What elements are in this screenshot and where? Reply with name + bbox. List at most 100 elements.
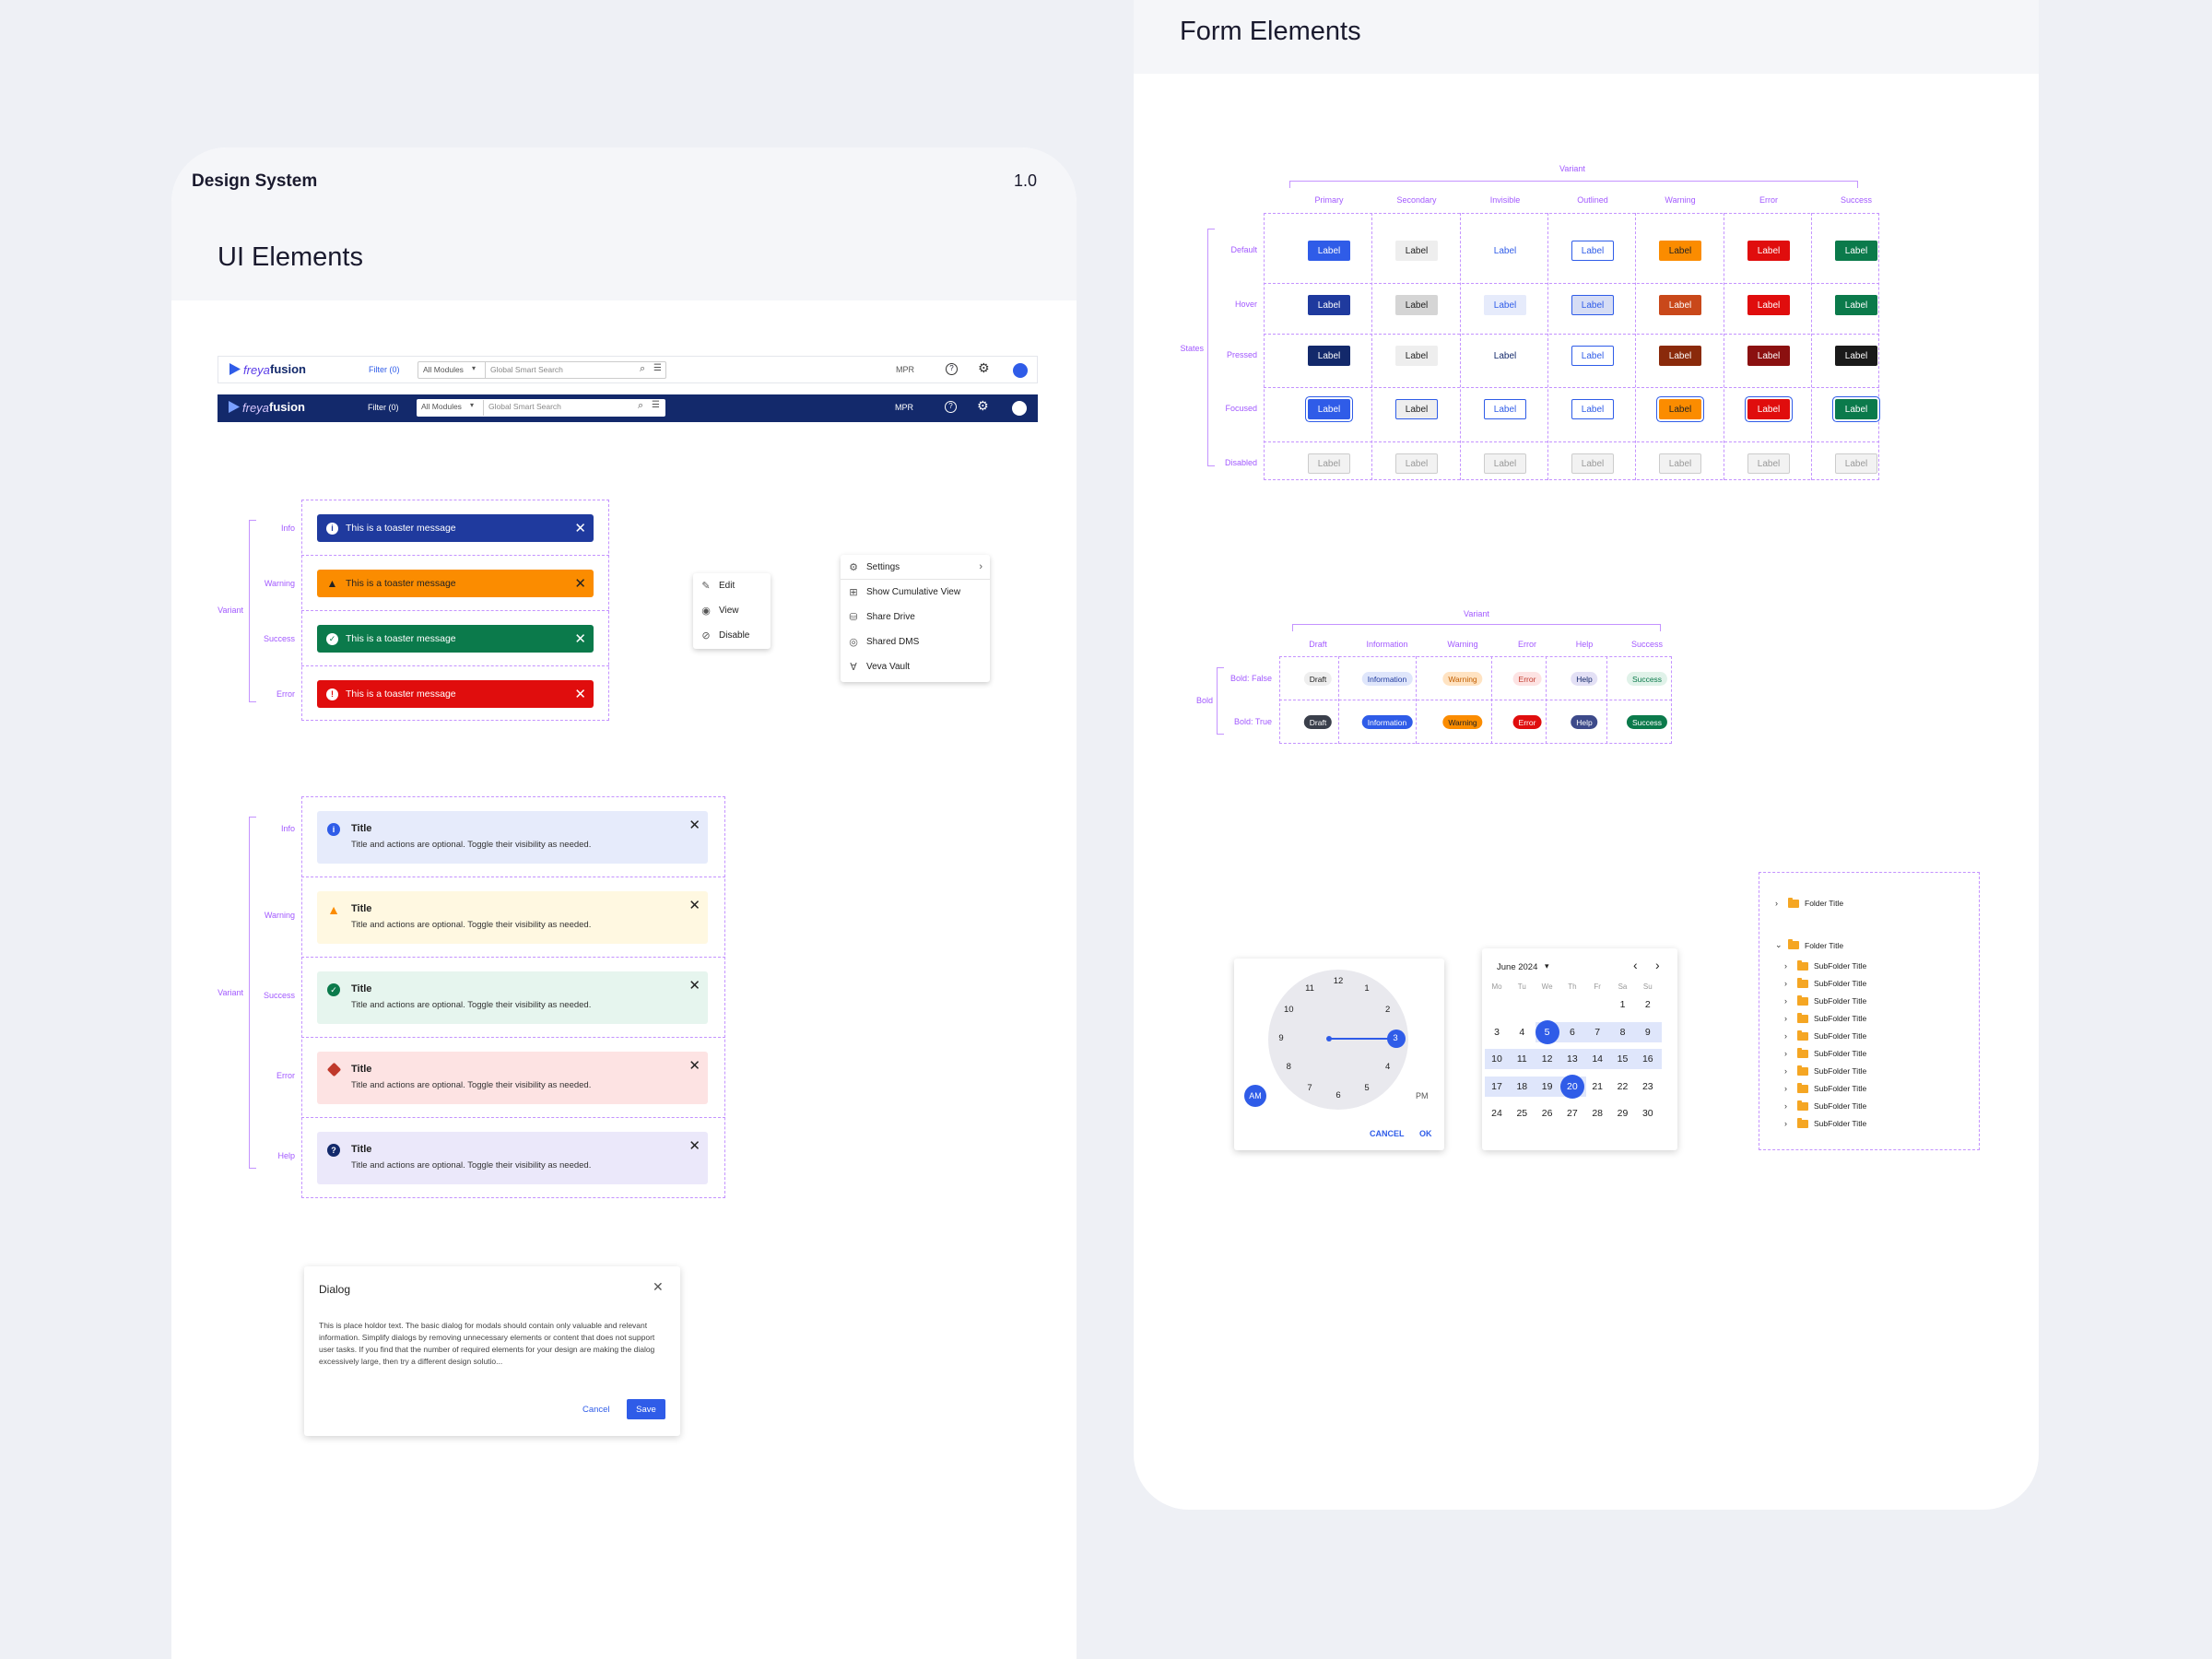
error-disabled-button[interactable]: Label: [1747, 453, 1790, 474]
clock-hour-11[interactable]: 11: [1305, 983, 1314, 994]
error-default-button[interactable]: Label: [1747, 241, 1790, 261]
secondary-disabled-button[interactable]: Label: [1395, 453, 1438, 474]
clock-hour-12[interactable]: 12: [1333, 976, 1344, 986]
menu-item-veva-vault[interactable]: ∀ Veva Vault: [841, 654, 990, 679]
menu-item-share-drive[interactable]: ⛁ Share Drive: [841, 605, 990, 629]
close-icon[interactable]: ✕: [688, 978, 700, 994]
tree-subfolder[interactable]: › SubFolder Title: [1784, 977, 1866, 988]
gear-icon[interactable]: ⚙: [977, 398, 989, 413]
module-select[interactable]: All Modules: [423, 365, 464, 374]
calendar-day[interactable]: 14: [1592, 1053, 1604, 1065]
error-hover-button[interactable]: Label: [1747, 295, 1790, 315]
calendar-day[interactable]: 30: [1641, 1108, 1653, 1119]
calendar-day[interactable]: 2: [1644, 999, 1651, 1010]
tree-subfolder[interactable]: › SubFolder Title: [1784, 1117, 1866, 1128]
calendar-day[interactable]: 22: [1617, 1080, 1629, 1092]
cancel-button[interactable]: CANCEL: [1370, 1129, 1405, 1138]
clock-hour-2[interactable]: 2: [1385, 1005, 1391, 1015]
next-month-icon[interactable]: ›: [1655, 958, 1660, 972]
warning-focused-button[interactable]: Label: [1659, 399, 1701, 419]
success-hover-button[interactable]: Label: [1835, 295, 1877, 315]
warning-disabled-button[interactable]: Label: [1659, 453, 1701, 474]
calendar-day[interactable]: 12: [1541, 1053, 1553, 1065]
calendar-day[interactable]: 4: [1519, 1026, 1525, 1038]
calendar-day[interactable]: 18: [1516, 1080, 1528, 1092]
invisible-default-button[interactable]: Label: [1493, 245, 1517, 256]
menu-item-view[interactable]: ◉ View: [693, 598, 771, 623]
close-icon[interactable]: ✕: [574, 521, 586, 536]
help-icon[interactable]: ?: [945, 401, 957, 413]
secondary-hover-button[interactable]: Label: [1395, 295, 1438, 315]
calendar-day[interactable]: 5: [1535, 1019, 1559, 1044]
invisible-focused-button[interactable]: Label: [1484, 399, 1526, 419]
calendar-day[interactable]: 27: [1567, 1108, 1578, 1119]
tree-subfolder[interactable]: › SubFolder Title: [1784, 1012, 1866, 1023]
secondary-default-button[interactable]: Label: [1395, 241, 1438, 261]
help-icon[interactable]: ?: [946, 363, 958, 375]
menu-item-shared-dms[interactable]: ◎ Shared DMS: [841, 629, 990, 654]
primary-hover-button[interactable]: Label: [1308, 295, 1350, 315]
search-input[interactable]: Global Smart Search: [488, 402, 561, 411]
calendar-day[interactable]: 17: [1491, 1080, 1502, 1092]
clock-hour-8[interactable]: 8: [1286, 1062, 1291, 1072]
clock-hour-5[interactable]: 5: [1364, 1082, 1370, 1093]
primary-disabled-button[interactable]: Label: [1308, 453, 1350, 474]
tree-folder-collapsed[interactable]: › Folder Title: [1775, 897, 1843, 908]
calendar-day[interactable]: 9: [1644, 1026, 1651, 1038]
primary-default-button[interactable]: Label: [1308, 241, 1350, 261]
clock-hour-7[interactable]: 7: [1307, 1082, 1312, 1093]
success-focused-button[interactable]: Label: [1835, 399, 1877, 419]
search-icon[interactable]: ⌕: [640, 363, 646, 374]
tree-subfolder[interactable]: › SubFolder Title: [1784, 1030, 1866, 1041]
warning-hover-button[interactable]: Label: [1659, 295, 1701, 315]
calendar-day[interactable]: 28: [1592, 1108, 1604, 1119]
tree-subfolder[interactable]: › SubFolder Title: [1784, 959, 1866, 971]
error-pressed-button[interactable]: Label: [1747, 346, 1790, 366]
clock-face[interactable]: [1268, 970, 1408, 1110]
filter-sliders-icon[interactable]: ☰: [652, 400, 660, 410]
primary-focused-button[interactable]: Label: [1308, 399, 1350, 419]
prev-month-icon[interactable]: ‹: [1633, 958, 1638, 972]
calendar-day[interactable]: 16: [1641, 1053, 1653, 1065]
invisible-pressed-button[interactable]: Label: [1493, 350, 1517, 361]
close-icon[interactable]: ✕: [574, 687, 586, 702]
mpr-link[interactable]: MPR: [895, 403, 913, 412]
secondary-pressed-button[interactable]: Label: [1395, 346, 1438, 366]
clock-hour-9[interactable]: 9: [1278, 1033, 1284, 1043]
calendar-day[interactable]: 10: [1491, 1053, 1502, 1065]
tree-subfolder[interactable]: › SubFolder Title: [1784, 1047, 1866, 1058]
outlined-pressed-button[interactable]: Label: [1571, 346, 1614, 366]
clock-hour-6[interactable]: 6: [1335, 1090, 1341, 1100]
calendar-day[interactable]: 23: [1641, 1080, 1653, 1092]
menu-item-cumulative[interactable]: ⊞ Show Cumulative View: [841, 580, 990, 605]
ok-button[interactable]: OK: [1419, 1129, 1432, 1138]
menu-item-edit[interactable]: ✎ Edit: [693, 573, 771, 598]
success-default-button[interactable]: Label: [1835, 241, 1877, 261]
avatar[interactable]: [1012, 401, 1027, 416]
calendar-day[interactable]: 29: [1617, 1108, 1629, 1119]
close-icon[interactable]: ✕: [574, 576, 586, 592]
search-icon[interactable]: ⌕: [638, 400, 644, 411]
calendar-day[interactable]: 25: [1516, 1108, 1528, 1119]
close-icon[interactable]: ✕: [688, 818, 700, 833]
clock-hour-4[interactable]: 4: [1385, 1062, 1391, 1072]
calendar-day[interactable]: 13: [1567, 1053, 1578, 1065]
calendar-day[interactable]: 15: [1617, 1053, 1629, 1065]
month-select[interactable]: June 2024: [1497, 962, 1538, 972]
save-button[interactable]: Save: [627, 1399, 665, 1419]
clock-hour-1[interactable]: 1: [1364, 983, 1370, 994]
menu-item-settings[interactable]: ⚙ Settings ›: [841, 555, 990, 580]
filter-link[interactable]: Filter (0): [368, 403, 399, 412]
close-icon[interactable]: ✕: [688, 898, 700, 913]
pm-toggle[interactable]: PM: [1416, 1091, 1429, 1100]
search-input[interactable]: Global Smart Search: [490, 365, 563, 374]
mpr-link[interactable]: MPR: [896, 365, 914, 374]
tree-subfolder[interactable]: › SubFolder Title: [1784, 1065, 1866, 1076]
filter-link[interactable]: Filter (0): [369, 365, 400, 374]
tree-subfolder[interactable]: › SubFolder Title: [1784, 1082, 1866, 1093]
outlined-disabled-button[interactable]: Label: [1571, 453, 1614, 474]
close-icon[interactable]: ✕: [688, 1138, 700, 1154]
calendar-day[interactable]: 6: [1569, 1026, 1575, 1038]
warning-default-button[interactable]: Label: [1659, 241, 1701, 261]
secondary-focused-button[interactable]: Label: [1395, 399, 1438, 419]
